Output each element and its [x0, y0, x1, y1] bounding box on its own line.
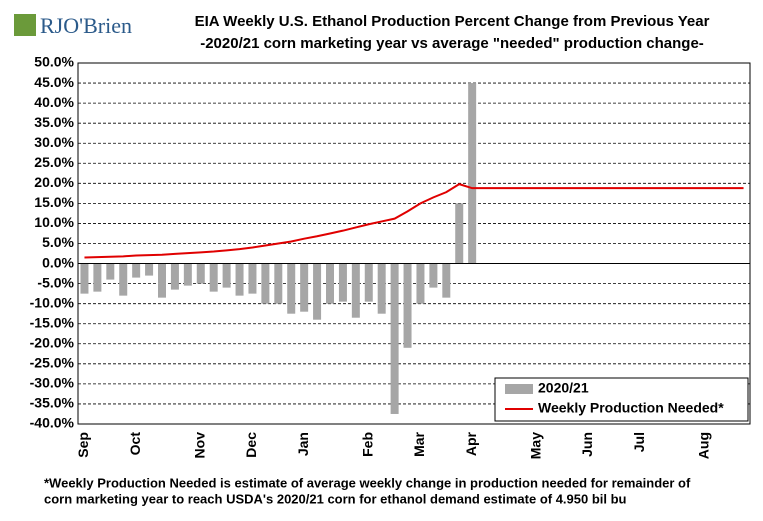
bar [455, 203, 464, 264]
x-tick-label: Nov [191, 432, 207, 459]
bar [287, 263, 296, 314]
chart-title: EIA Weekly U.S. Ethanol Production Perce… [195, 13, 710, 30]
x-tick-label: Feb [359, 432, 375, 457]
bar [248, 263, 257, 294]
logo: RJO'Brien [40, 13, 132, 38]
y-tick-label: 20.0% [34, 174, 74, 190]
chart-subtitle: -2020/21 corn marketing year vs average … [200, 35, 704, 52]
bar [93, 263, 102, 292]
bar [468, 83, 477, 264]
x-tick-label: Jul [631, 432, 647, 452]
bar [80, 263, 89, 294]
bar [429, 263, 438, 288]
bar [119, 263, 128, 296]
bar [377, 263, 386, 314]
footnote: corn marketing year to reach USDA's 2020… [44, 491, 627, 506]
bar [313, 263, 322, 320]
bar [403, 263, 412, 348]
bar [261, 263, 270, 304]
legend-box [494, 377, 749, 422]
x-tick-label: Jan [295, 432, 311, 456]
y-tick-label: -5.0% [37, 274, 74, 290]
y-tick-label: -40.0% [30, 415, 75, 431]
bar [170, 263, 179, 290]
bar [416, 263, 425, 304]
bar [390, 263, 399, 414]
line [84, 183, 744, 259]
bar [209, 263, 218, 292]
footnote: *Weekly Production Needed is estimate of… [44, 475, 691, 490]
y-tick-label: 15.0% [34, 194, 74, 210]
bar [364, 263, 373, 302]
y-tick-label: -20.0% [30, 334, 75, 350]
bar [274, 263, 283, 304]
bar [145, 263, 154, 276]
y-tick-label: 30.0% [34, 134, 74, 150]
x-tick-label: Oct [127, 432, 143, 456]
bar [235, 263, 244, 296]
x-tick-label: Aug [695, 432, 711, 459]
y-tick-label: 35.0% [34, 114, 74, 130]
bar [158, 263, 166, 298]
logo-icon [14, 14, 36, 36]
y-tick-label: -15.0% [30, 314, 75, 330]
bar [183, 263, 192, 286]
legend-label: 2020/21 [538, 380, 589, 396]
bar [351, 263, 360, 318]
bar [196, 263, 205, 284]
y-tick-label: 40.0% [34, 94, 74, 110]
bar [300, 263, 309, 312]
legend-swatch [505, 384, 533, 394]
y-tick-label: -25.0% [30, 355, 75, 371]
bar [338, 263, 347, 302]
bar [106, 263, 115, 280]
y-tick-label: -10.0% [30, 294, 75, 310]
x-tick-label: Sep [75, 432, 91, 458]
y-tick-label: 45.0% [34, 74, 74, 90]
y-tick-label: 25.0% [34, 154, 74, 170]
bar [442, 263, 451, 298]
bar [222, 263, 231, 288]
y-tick-label: 50.0% [34, 54, 74, 70]
legend-label: Weekly Production Needed* [538, 400, 724, 416]
x-tick-label: Mar [411, 431, 427, 456]
y-tick-label: 10.0% [34, 214, 74, 230]
bar [326, 263, 334, 304]
x-tick-label: Apr [463, 431, 479, 456]
x-tick-label: May [527, 432, 543, 459]
bar [132, 263, 141, 278]
y-tick-label: -30.0% [30, 375, 75, 391]
x-tick-label: Dec [243, 432, 259, 458]
y-tick-label: -35.0% [30, 395, 75, 411]
y-tick-label: 0.0% [42, 254, 74, 270]
y-tick-label: 5.0% [42, 234, 74, 250]
x-tick-label: Jun [579, 432, 595, 457]
